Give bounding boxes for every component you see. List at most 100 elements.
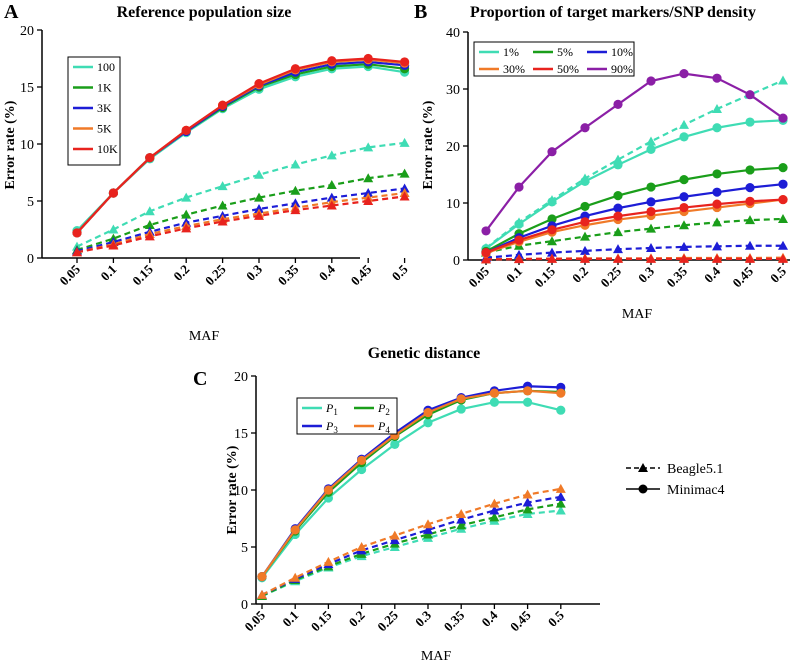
panel-b-minimac-point [613,190,623,201]
panel-b-minimac-point [745,117,755,127]
panel-a-minimac-point [72,228,82,238]
panel-a-legend-label: 5K [97,122,112,136]
panel-c-minimac-point [489,388,499,398]
panel-c-minimac-point [489,397,499,407]
panel-b-beagle-point [646,253,656,263]
panel-b-y-tick-label: 30 [446,83,460,98]
panel-a-x-tick-label: 0.05 [56,261,83,288]
panel-b-minimac-point [745,90,755,100]
panel-c-beagle-point [423,519,433,529]
panel-a-minimac-line [76,57,405,234]
panel-b-beagle-point [745,215,755,225]
panel-c-beagle-point [323,556,334,566]
panel-c-minimac-point [556,405,566,415]
panel-c-chart: Genetic distance Error rate (%) MAF 0 5 10… [225,345,600,663]
panel-b-minimac-point [580,217,590,227]
panel-b-legend-label: 90% [611,62,633,76]
panel-c-beagle-point [489,512,500,522]
panel-a-x-tick-label: 0.3 [243,261,265,283]
panel-c-minimac-point [523,386,533,396]
panel-c-minimac-point [357,464,367,475]
panel-a-x-tick-label: 0.35 [275,261,302,288]
panel-b-minimac-point [514,182,524,192]
panel-b-minimac-point [646,182,656,192]
panel-a-xlabel: MAF [189,329,220,344]
panel-a-beagle-point [254,169,264,179]
panel-a-beagle-point [181,209,192,219]
beagle-legend-triangle [638,463,648,472]
panel-b-minimac-point [745,196,755,206]
panel-b-minimac-point [580,201,590,212]
panel-c-beagle-point [290,572,301,582]
panel-b-x-tick-label: 0.25 [597,263,624,290]
panel-b-minimac-point [547,197,557,207]
panel-a-beagle-point [254,203,264,213]
panel-b-minimac-line [485,198,784,254]
panel-c-minimac-point [423,407,433,418]
panel-c-legend-label: P3 [325,419,338,435]
panel-c-beagle-point [389,535,400,545]
panel-c-title: Genetic distance [368,345,480,362]
panel-c-minimac-point [423,418,433,428]
panel-c-beagle-point [356,542,367,551]
minimac-legend-circle [638,484,648,494]
panel-b-beagle-point [712,253,722,263]
panel-c-minimac-point [357,455,367,465]
panel-c-beagle-line [261,495,561,596]
panel-letter-a: A [4,1,19,23]
panel-a-beagle-point [181,192,192,202]
panel-b-y-tick-label: 40 [446,26,460,41]
panel-b-minimac-point [514,219,524,229]
panel-b-x-tick-label: 0.15 [531,263,558,290]
panel-c-beagle-point [555,483,566,493]
panel-letter-b: B [414,1,427,23]
panel-c-beagle-point [456,520,467,530]
panel-a-legend-label: 3K [97,101,112,115]
panel-c-minimac-point [456,404,466,414]
panel-letter-c: C [193,368,207,390]
panel-c-beagle-point [389,530,400,540]
panel-c-beagle-point [489,505,500,515]
panel-c-minimac-point [556,388,566,398]
panel-b-minimac-point [712,123,722,133]
panel-c-beagle-point [522,497,533,507]
panel-b-beagle-point [580,245,590,255]
panel-a-beagle-point [399,168,410,178]
panel-b-x-tick-label: 0.05 [465,263,492,290]
panel-a-beagle-point [399,137,410,147]
panel-a-y-tick-label: 15 [20,81,34,96]
panel-a-x-tick-label: 0.25 [202,261,229,288]
panel-a-minimac-point [181,125,191,135]
panel-b-chart: Proportion of target markers/SNP density… [421,4,790,322]
minimac-legend-label: Minimac4 [667,483,725,498]
panel-a-beagle-point [363,196,374,205]
panel-b-beagle-point [613,244,623,254]
panel-b-beagle-point [778,240,788,250]
panel-c-legend-box [296,397,398,435]
panel-a-minimac-point [108,188,118,198]
panel-b-beagle-point [679,220,689,230]
panel-c-minimac-point [257,572,267,582]
panel-b-minimac-line [485,198,784,255]
panel-a-minimac-point [290,64,300,74]
panel-a-minimac-point [363,53,373,64]
panel-a-beagle-point [326,150,337,160]
panel-b-legend-label: 1% [503,45,519,59]
panel-b-beagle-point [646,136,656,146]
panel-b-minimac-line [485,183,784,254]
panel-a-beagle-point [363,142,374,152]
panel-a-beagle-point [108,224,119,234]
panel-a-minimac-point [218,100,228,110]
panel-a-legend-label: 10K [97,142,118,156]
panel-c-beagle-point [456,514,467,524]
panel-c-beagle-point [257,589,267,599]
panel-c-xlabel: MAF [421,649,452,663]
panel-b-beagle-point [547,253,557,263]
panel-b-beagle-line [485,217,784,254]
panel-b-beagle-point [778,213,788,223]
panel-c-legend-label: P4 [377,419,390,435]
panel-c-beagle-point [456,508,467,518]
panel-c-beagle-point [423,524,433,534]
panel-b-beagle-point [613,253,623,263]
panel-c-beagle-point [555,505,566,515]
